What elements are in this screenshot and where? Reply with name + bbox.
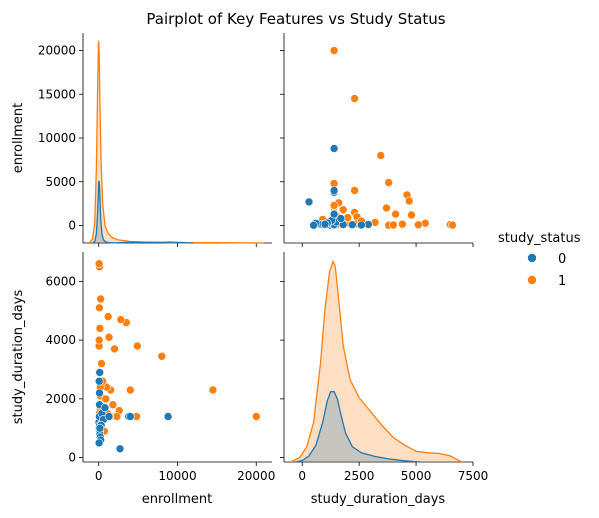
scatter-point-1 <box>104 332 114 342</box>
x-tick-label: 2500 <box>344 469 375 483</box>
legend-label-0: 0 <box>558 252 566 267</box>
y-axis-label-top: enrollment <box>11 103 26 173</box>
scatter-point-1 <box>94 335 104 345</box>
scatter-point-1 <box>157 351 167 361</box>
scatter-point-0 <box>95 368 104 377</box>
x-tick-label: 7500 <box>458 469 489 483</box>
scatter-point-1 <box>116 315 126 324</box>
scatter-point-1 <box>407 210 416 220</box>
scatter-point-1 <box>101 394 111 404</box>
scatter-point-0 <box>304 197 314 207</box>
y-axis-left-bottom: 0 2000 4000 6000 <box>45 274 76 464</box>
scatter-point-1 <box>338 205 348 215</box>
x-tick-label: 10000 <box>158 469 196 483</box>
scatter-point-1 <box>97 359 106 368</box>
y-axis-label-bottom: study_duration_days <box>11 290 26 425</box>
panel-duration-vs-enrollment <box>79 252 272 466</box>
y-tick-label: 20000 <box>38 44 76 58</box>
scatter-point-1 <box>413 220 423 230</box>
scatter-point-1 <box>133 341 142 351</box>
x-axis-label-left: enrollment <box>142 492 212 507</box>
scatter-point-0 <box>100 403 110 413</box>
y-tick-label: 6000 <box>45 274 76 288</box>
scatter-point-1 <box>420 219 430 228</box>
legend: study_status 0 1 <box>498 231 581 289</box>
scatter-point-0 <box>320 219 330 229</box>
scatter-point-0 <box>329 209 339 219</box>
scatter-point-1 <box>329 201 339 210</box>
scatter-point-0 <box>329 144 339 153</box>
y-axis-left-top: 0 5000 10000 15000 20000 <box>38 44 76 233</box>
scatter-point-0 <box>94 438 104 448</box>
x-axis-label-right: study_duration_days <box>311 492 446 507</box>
kde-fill-0 <box>295 391 421 462</box>
scatter-point-0 <box>126 412 135 421</box>
legend-marker-0 <box>527 253 537 263</box>
scatter-point-1 <box>382 203 391 213</box>
legend-label-1: 1 <box>558 274 566 289</box>
panel-enrollment-vs-duration <box>280 33 474 247</box>
scatter-point-1 <box>103 312 113 321</box>
scatter-point-1 <box>350 186 359 195</box>
scatter-point-0 <box>357 220 366 230</box>
scatter-point-1 <box>350 94 359 103</box>
y-tick-label: 15000 <box>38 87 76 101</box>
panel-enrollment-kde <box>79 33 272 247</box>
legend-title: study_status <box>498 231 581 246</box>
kde-fill-1 <box>290 261 462 462</box>
scatter-point-1 <box>384 178 394 187</box>
scatter-point-0 <box>104 412 114 421</box>
scatter-point-0 <box>163 412 173 421</box>
scatter-point-0 <box>94 376 104 386</box>
scatter-point-1 <box>95 303 104 313</box>
scatter-point-1 <box>126 385 135 395</box>
kde-line-0 <box>295 390 421 463</box>
scatter-point-1 <box>398 219 407 229</box>
scatter-point-1 <box>329 46 339 55</box>
scatter-point-1 <box>391 209 400 219</box>
x-tick-label: 20000 <box>237 469 275 483</box>
panel-duration-kde <box>280 252 474 466</box>
y-tick-label: 0 <box>68 451 76 465</box>
scatter-point-1 <box>94 259 104 269</box>
x-tick-label: 5000 <box>401 469 432 483</box>
scatter-point-0 <box>347 220 357 229</box>
scatter-point-0 <box>336 214 346 223</box>
kde-line-1 <box>290 259 462 463</box>
scatter-point-1 <box>96 294 105 304</box>
scatter-point-1 <box>110 344 119 354</box>
kde-fill-1 <box>89 41 265 243</box>
x-tick-label: 0 <box>298 469 306 483</box>
kde-line-1 <box>88 40 265 244</box>
kde-line-0 <box>92 180 194 244</box>
scatter-point-0 <box>115 444 125 454</box>
x-axis-bottom-right: 0 2500 5000 7500 <box>298 469 488 483</box>
y-tick-label: 0 <box>68 219 76 233</box>
scatter-point-1 <box>108 400 118 410</box>
scatter-point-0 <box>309 220 318 230</box>
y-tick-label: 2000 <box>45 392 76 406</box>
scatter-point-1 <box>388 220 398 230</box>
scatter-point-0 <box>95 388 104 398</box>
scatter-point-0 <box>95 423 105 433</box>
legend-marker-1 <box>527 275 537 285</box>
y-tick-label: 4000 <box>45 333 76 347</box>
scatter-point-1 <box>208 385 218 395</box>
x-tick-label: 0 <box>95 469 103 483</box>
chart-title: Pairplot of Key Features vs Study Status <box>146 10 445 28</box>
scatter-point-1 <box>251 412 261 421</box>
scatter-point-0 <box>329 186 339 195</box>
x-axis-bottom-left: 0 10000 20000 <box>95 469 275 483</box>
y-tick-label: 10000 <box>38 131 76 145</box>
scatter-point-1 <box>404 196 414 206</box>
y-tick-label: 5000 <box>45 175 76 189</box>
scatter-point-1 <box>448 220 457 230</box>
scatter-point-1 <box>95 324 105 333</box>
scatter-point-1 <box>376 151 386 160</box>
